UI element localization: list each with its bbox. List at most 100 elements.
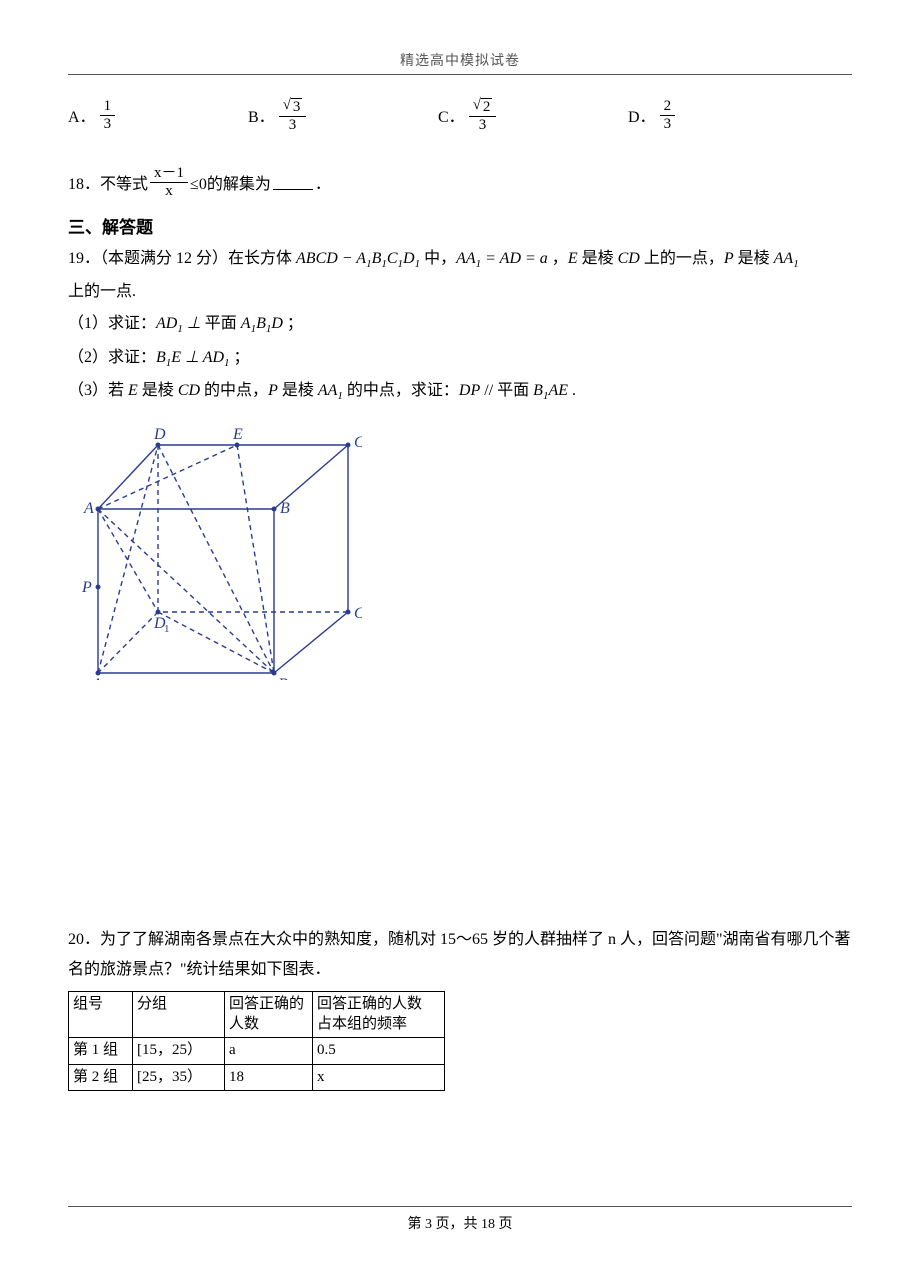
table-row: 第 1 组[15，25）a0.5 xyxy=(69,1038,445,1065)
q19-svg: ABCDEPA1B1C1D1 xyxy=(82,415,362,680)
q19-figure: ABCDEPA1B1C1D1 xyxy=(82,415,852,685)
options-row: A． 1 3 B． √3 3 C． √2 3 xyxy=(68,95,852,135)
q19-E: E xyxy=(568,250,578,267)
table-cell: x xyxy=(313,1064,445,1091)
table-cell: 第 2 组 xyxy=(69,1064,133,1091)
question-19: 19．（本题满分 12 分）在长方体 ABCD − A1B1C1D1 中，AA1… xyxy=(68,244,852,407)
q20-text: 20．为了了解湖南各景点在大众中的熟知度，随机对 15～65 岁的人群抽样了 n… xyxy=(68,925,852,986)
q19-expr1: ABCD − A1B1C1D1 xyxy=(296,250,420,267)
q18-prefix: 18．不等式 xyxy=(68,170,148,194)
page-footer: 第 3 页，共 18 页 xyxy=(0,1206,920,1233)
svg-text:B: B xyxy=(278,676,288,680)
q19-p3d: 是棱 xyxy=(278,382,318,399)
option-c-num: √2 xyxy=(469,97,497,117)
table-cell: 0.5 xyxy=(313,1038,445,1065)
section-3-title: 三、解答题 xyxy=(68,213,852,238)
svg-text:A: A xyxy=(83,500,94,517)
q19-p3g: . xyxy=(568,382,576,399)
q19-p3E: E xyxy=(128,382,138,399)
svg-text:C: C xyxy=(354,605,362,622)
q19-P: P xyxy=(724,250,734,267)
q19-p3B1AE: B1AE xyxy=(533,382,568,399)
q19-AA1: AA1 xyxy=(774,250,799,267)
q19-p1b: 平面 xyxy=(201,315,241,332)
table-cell: [25，35） xyxy=(133,1064,225,1091)
q20-table: 组号分组回答正确的人数回答正确的人数占本组的频率第 1 组[15，25）a0.5… xyxy=(68,991,445,1091)
table-header-cell: 分组 xyxy=(133,992,225,1038)
option-b-num: √3 xyxy=(279,97,307,117)
q19-p1expr: AD1 ⊥ xyxy=(156,315,201,332)
table-row: 第 2 组[25，35）18x xyxy=(69,1064,445,1091)
q19-CD: CD xyxy=(618,250,640,267)
q19-l1b: 中， xyxy=(420,250,456,267)
table-cell: 18 xyxy=(225,1064,313,1091)
table-cell: a xyxy=(225,1038,313,1065)
q19-l1c: ， xyxy=(548,250,568,267)
option-a-den: 3 xyxy=(100,116,116,133)
header-rule xyxy=(68,74,852,75)
q18-suffix: ． xyxy=(315,170,331,194)
option-c-label: C． xyxy=(438,103,465,127)
q19-p3b: 是棱 xyxy=(138,382,178,399)
q19-l1e: 上的一点， xyxy=(640,250,724,267)
q18-blank xyxy=(273,174,313,190)
option-a-label: A． xyxy=(68,103,96,127)
option-d-label: D． xyxy=(628,103,656,127)
option-a: A． 1 3 xyxy=(68,98,115,132)
q19-p3a: （3）若 xyxy=(68,382,128,399)
q18-mid: ≤0的解集为 xyxy=(190,170,271,194)
option-d: D． 2 3 xyxy=(628,98,675,132)
q19-l1a: 19．（本题满分 12 分）在长方体 xyxy=(68,250,296,267)
q19-p1plane: A1B1D xyxy=(241,315,283,332)
svg-text:D: D xyxy=(153,426,166,443)
svg-text:A: A xyxy=(91,676,102,680)
q19-line2: 上的一点. xyxy=(68,277,852,307)
footer-mid: 页，共 xyxy=(432,1217,481,1232)
option-a-fraction: 1 3 xyxy=(100,98,116,132)
svg-text:C: C xyxy=(354,434,362,451)
q19-p3e: 的中点，求证： xyxy=(343,382,459,399)
q19-p1a: （1）求证： xyxy=(68,315,156,332)
table-cell: [15，25） xyxy=(133,1038,225,1065)
option-c-fraction: √2 3 xyxy=(469,97,497,133)
q19-p3DP: DP xyxy=(459,382,480,399)
svg-text:1: 1 xyxy=(164,623,170,635)
footer-suffix: 页 xyxy=(495,1217,513,1232)
q19-l1f: 是棱 xyxy=(734,250,774,267)
option-d-fraction: 2 3 xyxy=(660,98,676,132)
option-c-den: 3 xyxy=(475,117,491,134)
q19-p3CD: CD xyxy=(178,382,200,399)
q19-expr2: AA1 = AD = a xyxy=(456,250,548,267)
option-b-den: 3 xyxy=(285,117,301,134)
table-header-cell: 回答正确的人数占本组的频率 xyxy=(313,992,445,1038)
table-header-cell: 组号 xyxy=(69,992,133,1038)
question-18: 18．不等式 x－1 x ≤0的解集为 ． xyxy=(68,165,852,199)
q19-p2b: ； xyxy=(230,349,250,366)
q18-num: x－1 xyxy=(150,165,188,183)
footer-page: 3 xyxy=(425,1217,432,1232)
q19-p3c: 的中点， xyxy=(200,382,268,399)
q18-fraction: x－1 x xyxy=(150,165,188,199)
q19-p3P: P xyxy=(268,382,278,399)
q19-l1d: 是棱 xyxy=(578,250,618,267)
table-cell: 第 1 组 xyxy=(69,1038,133,1065)
option-b: B． √3 3 xyxy=(248,97,306,133)
option-d-num: 2 xyxy=(660,98,676,116)
svg-text:P: P xyxy=(82,579,92,596)
q19-p3f: // 平面 xyxy=(480,382,533,399)
page-header: 精选高中模拟试卷 xyxy=(68,50,852,70)
option-c: C． √2 3 xyxy=(438,97,496,133)
footer-prefix: 第 xyxy=(408,1217,426,1232)
q19-p2expr: B1E ⊥ AD1 xyxy=(156,349,230,366)
q19-p1c: ； xyxy=(283,315,303,332)
q18-den: x xyxy=(161,183,177,200)
table-header-cell: 回答正确的人数 xyxy=(225,992,313,1038)
option-a-num: 1 xyxy=(100,98,116,116)
option-d-den: 3 xyxy=(660,116,676,133)
option-b-label: B． xyxy=(248,103,275,127)
svg-text:E: E xyxy=(232,426,243,443)
svg-text:B: B xyxy=(280,500,290,517)
q19-p3AA1: AA1 xyxy=(318,382,343,399)
q19-p2a: （2）求证： xyxy=(68,349,156,366)
question-20: 20．为了了解湖南各景点在大众中的熟知度，随机对 15～65 岁的人群抽样了 n… xyxy=(68,925,852,1092)
